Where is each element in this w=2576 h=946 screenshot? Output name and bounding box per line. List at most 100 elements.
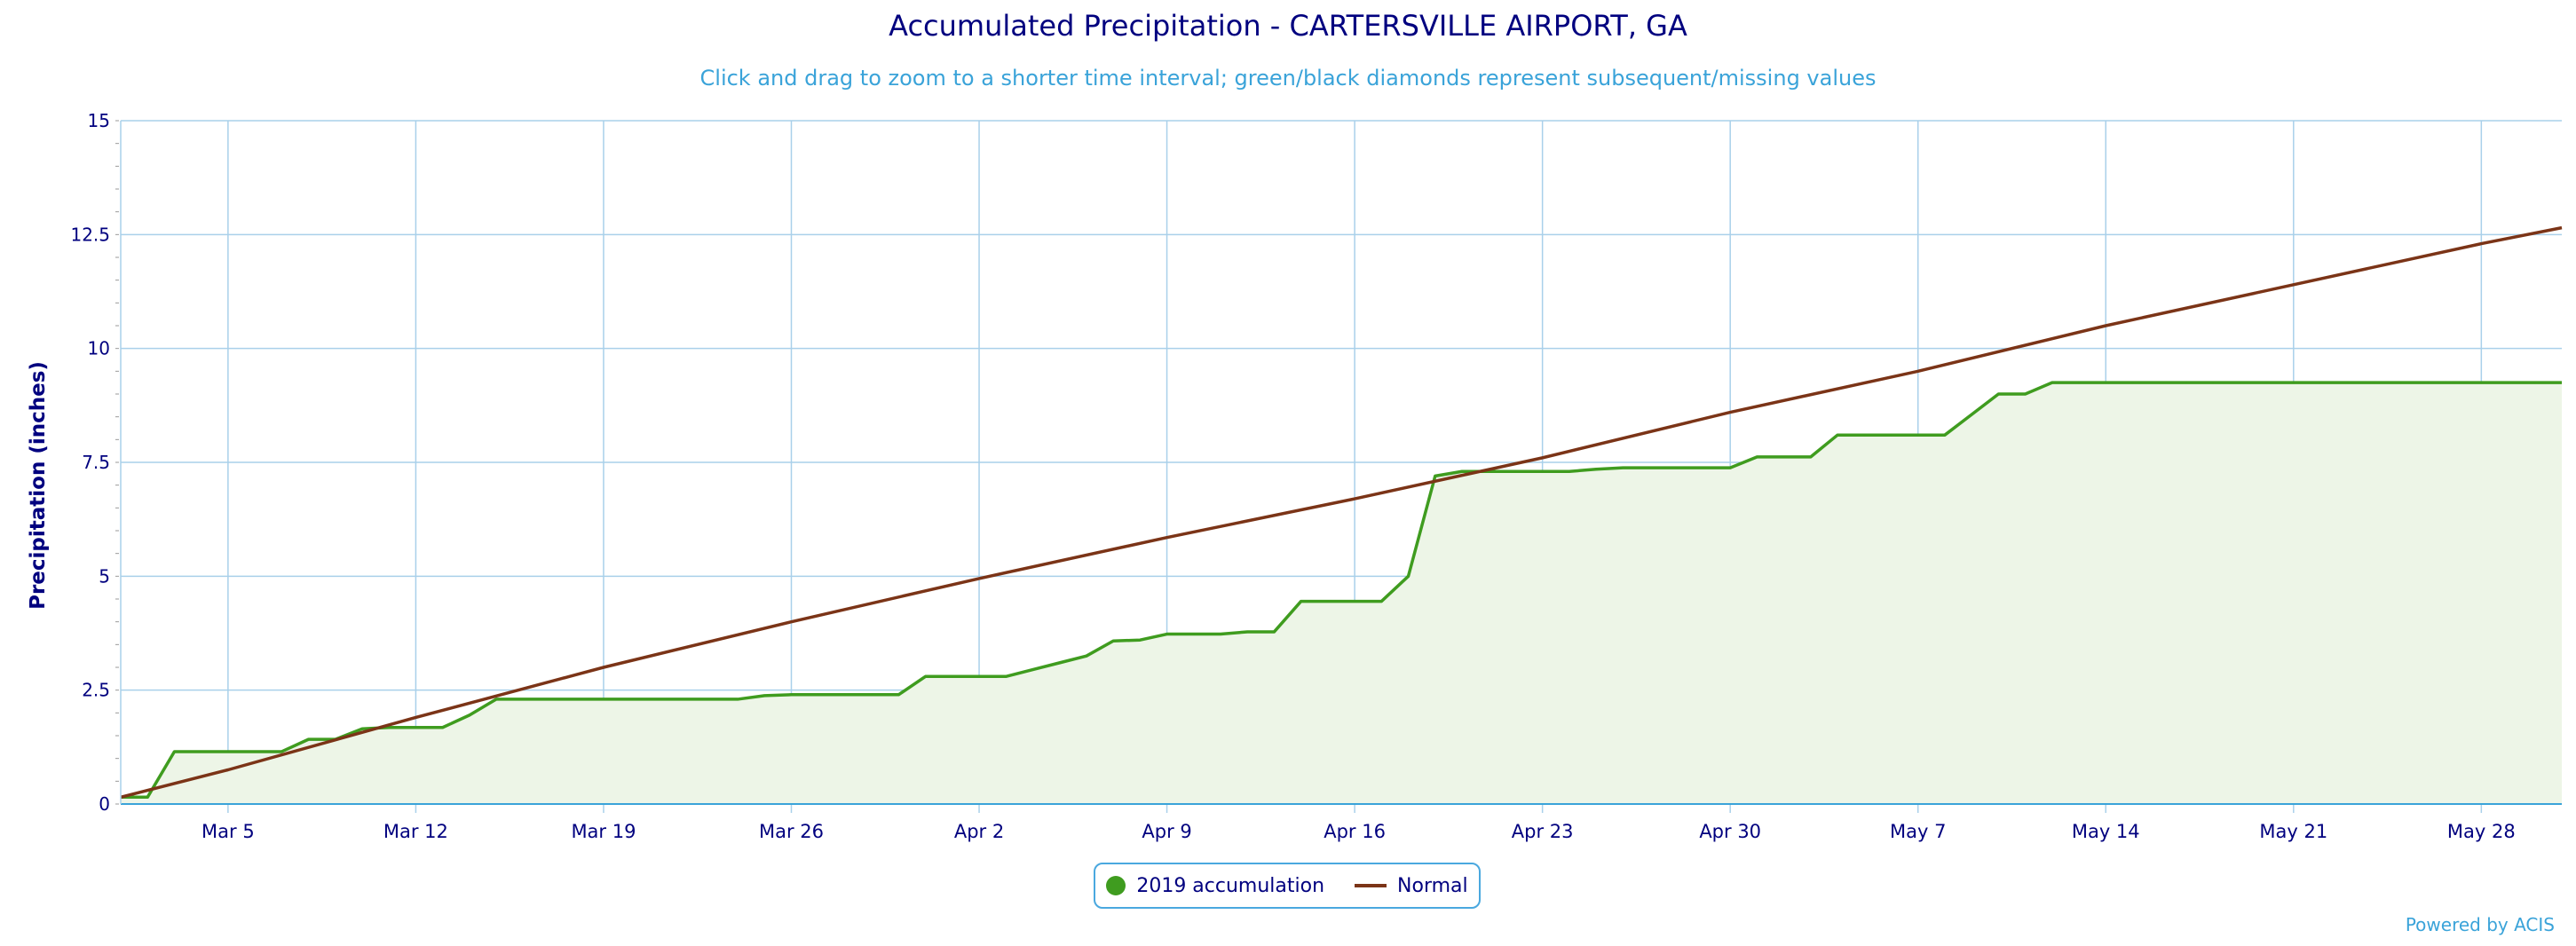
data-point-2019-accumulation bbox=[2239, 382, 2240, 383]
x-tick-label: Mar 19 bbox=[571, 821, 636, 842]
data-point-2019-accumulation bbox=[1112, 640, 1114, 642]
series-layer bbox=[120, 225, 2563, 800]
x-tick-label: Apr 9 bbox=[1142, 821, 1191, 842]
data-point-2019-accumulation bbox=[1193, 633, 1195, 635]
data-point-normal bbox=[1354, 498, 1355, 500]
data-point-2019-accumulation bbox=[763, 695, 765, 697]
data-point-2019-accumulation bbox=[683, 698, 684, 700]
data-point-2019-accumulation bbox=[603, 698, 604, 700]
data-point-2019-accumulation bbox=[871, 694, 873, 696]
data-point-2019-accumulation bbox=[1676, 467, 1678, 469]
data-point-2019-accumulation bbox=[1139, 639, 1141, 641]
x-tick-label: Mar 5 bbox=[201, 821, 255, 842]
data-point-2019-accumulation bbox=[1863, 434, 1865, 436]
legend-marker-icon bbox=[1106, 876, 1126, 895]
x-tick-label: Apr 30 bbox=[1699, 821, 1761, 842]
data-point-2019-accumulation bbox=[1354, 600, 1355, 602]
data-point-2019-accumulation bbox=[978, 675, 980, 677]
data-point-2019-accumulation bbox=[2480, 382, 2482, 383]
y-axis-title: Precipitation (inches) bbox=[27, 361, 50, 610]
data-point-normal bbox=[1166, 537, 1167, 539]
data-point-2019-accumulation bbox=[522, 698, 524, 700]
data-point-2019-accumulation bbox=[2051, 382, 2053, 383]
data-point-2019-accumulation bbox=[281, 751, 282, 753]
data-point-2019-accumulation bbox=[1031, 668, 1033, 670]
x-tick-label: Apr 23 bbox=[1512, 821, 1574, 842]
y-tick-label: 5 bbox=[99, 565, 110, 587]
data-point-2019-accumulation bbox=[2427, 382, 2429, 383]
y-tick-label: 12.5 bbox=[70, 224, 110, 245]
data-point-2019-accumulation bbox=[495, 698, 497, 700]
data-point-2019-accumulation bbox=[924, 675, 926, 677]
x-tick-label: Apr 16 bbox=[1324, 821, 1386, 842]
data-point-2019-accumulation bbox=[2159, 382, 2161, 383]
data-point-2019-accumulation bbox=[1005, 675, 1007, 677]
data-point-normal bbox=[2480, 242, 2482, 244]
data-point-2019-accumulation bbox=[1729, 467, 1731, 469]
legend-item-2019-accumulation[interactable]: 2019 accumulation bbox=[1106, 875, 1324, 897]
data-point-2019-accumulation bbox=[254, 751, 256, 753]
legend-item-normal[interactable]: Normal bbox=[1355, 875, 1468, 897]
data-point-2019-accumulation bbox=[576, 698, 578, 700]
data-point-2019-accumulation bbox=[2534, 382, 2536, 383]
x-tick-label: May 21 bbox=[2259, 821, 2327, 842]
data-point-2019-accumulation bbox=[469, 714, 470, 716]
data-point-2019-accumulation bbox=[1246, 631, 1248, 633]
x-tick-label: May 7 bbox=[1890, 821, 1946, 842]
data-point-2019-accumulation bbox=[818, 694, 819, 696]
data-point-2019-accumulation bbox=[1434, 475, 1436, 477]
data-point-2019-accumulation bbox=[2561, 382, 2563, 383]
data-point-2019-accumulation bbox=[2319, 382, 2321, 383]
series-line-normal bbox=[120, 225, 2563, 799]
data-point-normal bbox=[1729, 411, 1731, 413]
data-point-2019-accumulation bbox=[1086, 655, 1087, 657]
data-point-2019-accumulation bbox=[710, 698, 712, 700]
data-point-2019-accumulation bbox=[2293, 382, 2295, 383]
data-point-2019-accumulation bbox=[1782, 456, 1784, 458]
data-point-2019-accumulation bbox=[1300, 600, 1301, 602]
data-point-2019-accumulation bbox=[441, 727, 443, 729]
data-point-2019-accumulation bbox=[2507, 382, 2509, 383]
data-point-2019-accumulation bbox=[1890, 434, 1892, 436]
data-point-2019-accumulation bbox=[1461, 470, 1463, 472]
x-tick-label: Mar 26 bbox=[759, 821, 824, 842]
data-point-2019-accumulation bbox=[2346, 382, 2348, 383]
data-point-2019-accumulation bbox=[2131, 382, 2133, 383]
data-point-2019-accumulation bbox=[2024, 393, 2026, 395]
data-point-2019-accumulation bbox=[200, 751, 201, 753]
chart-subtitle: Click and drag to zoom to a shorter time… bbox=[699, 66, 1877, 91]
data-point-normal bbox=[415, 716, 416, 718]
legend-label: 2019 accumulation bbox=[1136, 874, 1325, 897]
x-tick-label: Apr 2 bbox=[954, 821, 1004, 842]
data-point-normal bbox=[978, 578, 980, 579]
data-point-2019-accumulation bbox=[1220, 633, 1221, 635]
data-point-2019-accumulation bbox=[1837, 434, 1838, 436]
y-tick-label: 0 bbox=[99, 793, 110, 815]
x-tick-label: May 28 bbox=[2447, 821, 2516, 842]
data-point-2019-accumulation bbox=[1703, 467, 1704, 469]
data-point-2019-accumulation bbox=[1327, 600, 1329, 602]
data-point-normal bbox=[2561, 226, 2563, 228]
axis-layer: 0 2.5 5 7.5 10 12.5 15 Mar 5 Mar 12 Mar 19 Mar 26 A… bbox=[70, 110, 2562, 842]
credits-link[interactable]: Powered by ACIS bbox=[2405, 914, 2555, 935]
data-point-normal bbox=[1541, 457, 1543, 459]
y-tick-label: 7.5 bbox=[82, 452, 110, 473]
legend-label: Normal bbox=[1397, 874, 1468, 897]
data-point-2019-accumulation bbox=[1166, 633, 1167, 635]
chart-title: Accumulated Precipitation - CARTERSVILLE… bbox=[889, 9, 1687, 43]
data-point-2019-accumulation bbox=[2399, 382, 2401, 383]
data-point-2019-accumulation bbox=[2105, 382, 2106, 383]
y-tick-label: 10 bbox=[88, 338, 110, 359]
y-tick-label: 15 bbox=[88, 110, 110, 131]
data-point-2019-accumulation bbox=[790, 694, 792, 696]
data-point-2019-accumulation bbox=[1514, 470, 1516, 472]
data-point-2019-accumulation bbox=[952, 675, 953, 677]
data-point-2019-accumulation bbox=[173, 751, 175, 753]
data-point-2019-accumulation bbox=[1971, 414, 1972, 415]
data-point-2019-accumulation bbox=[415, 727, 416, 729]
data-point-2019-accumulation bbox=[1407, 575, 1409, 577]
data-point-2019-accumulation bbox=[1917, 434, 1919, 436]
data-point-normal bbox=[1917, 370, 1919, 372]
data-point-2019-accumulation bbox=[897, 694, 899, 696]
